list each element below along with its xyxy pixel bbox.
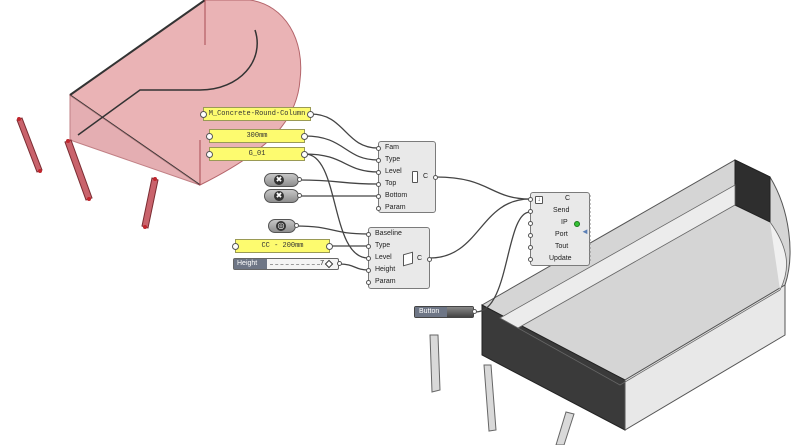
revit-columns: [429, 334, 575, 445]
level-name-text: G_01: [248, 150, 266, 158]
type-size-text: 300mm: [246, 132, 268, 140]
status-indicator-icon: [574, 221, 580, 227]
input-height: Height: [375, 266, 396, 273]
family-name-panel[interactable]: M_Concrete-Round-Column: [200, 107, 314, 121]
input-type: Type: [375, 242, 391, 249]
slider-diamond-icon[interactable]: [324, 259, 334, 269]
type-size-panel[interactable]: 300mm: [206, 129, 308, 143]
height-slider[interactable]: Height 7: [233, 258, 342, 270]
input-send: Send: [553, 207, 570, 214]
input-top: Top: [385, 180, 397, 187]
send-button[interactable]: Button: [414, 306, 477, 318]
height-slider-value: 7: [320, 260, 324, 267]
family-name-text: M_Concrete-Round-Column: [208, 110, 306, 118]
send-component[interactable]: ↓ C Send IP Port Tout Update ◄: [528, 192, 591, 266]
input-type: Type: [385, 156, 401, 163]
button-label: Button: [415, 307, 447, 317]
output-c: C: [417, 255, 423, 262]
input-bottom: Bottom: [385, 192, 408, 199]
input-level: Level: [375, 254, 392, 261]
wall-type-text: CC - 200mm: [261, 242, 304, 250]
download-icon: ↓: [535, 196, 543, 204]
column-icon: [412, 171, 418, 183]
input-port: Port: [555, 231, 568, 238]
level-name-panel[interactable]: G_01: [206, 147, 308, 161]
input-level: Level: [385, 168, 402, 175]
close-icon: ✖: [274, 191, 284, 201]
null-param-top[interactable]: ✖: [264, 173, 302, 187]
height-slider-label: Height: [234, 259, 267, 269]
close-icon: ✖: [274, 175, 284, 185]
input-tout: Tout: [555, 243, 569, 250]
input-ip: IP: [561, 219, 568, 226]
wall-type-panel[interactable]: CC - 200mm: [232, 239, 333, 253]
curve-icon: ◎: [276, 221, 286, 231]
input-param: Param: [375, 278, 396, 285]
column-by-point-component[interactable]: Fam Type Level Top Bottom Param C: [376, 141, 438, 213]
input-c: C: [565, 195, 571, 202]
input-fam: Fam: [385, 144, 399, 151]
curve-param[interactable]: ◎: [268, 219, 299, 233]
arrow-icon: ◄: [581, 227, 589, 236]
input-update: Update: [549, 255, 572, 262]
wall-by-curve-component[interactable]: Baseline Type Level Height Param C: [366, 227, 432, 289]
input-param: Param: [385, 204, 406, 211]
revit-wall-geometry: [481, 159, 791, 431]
null-param-bottom[interactable]: ✖: [264, 189, 302, 203]
component-edge: [589, 195, 591, 263]
input-baseline: Baseline: [375, 230, 402, 237]
output-c: C: [423, 173, 429, 180]
wires: [295, 113, 531, 313]
